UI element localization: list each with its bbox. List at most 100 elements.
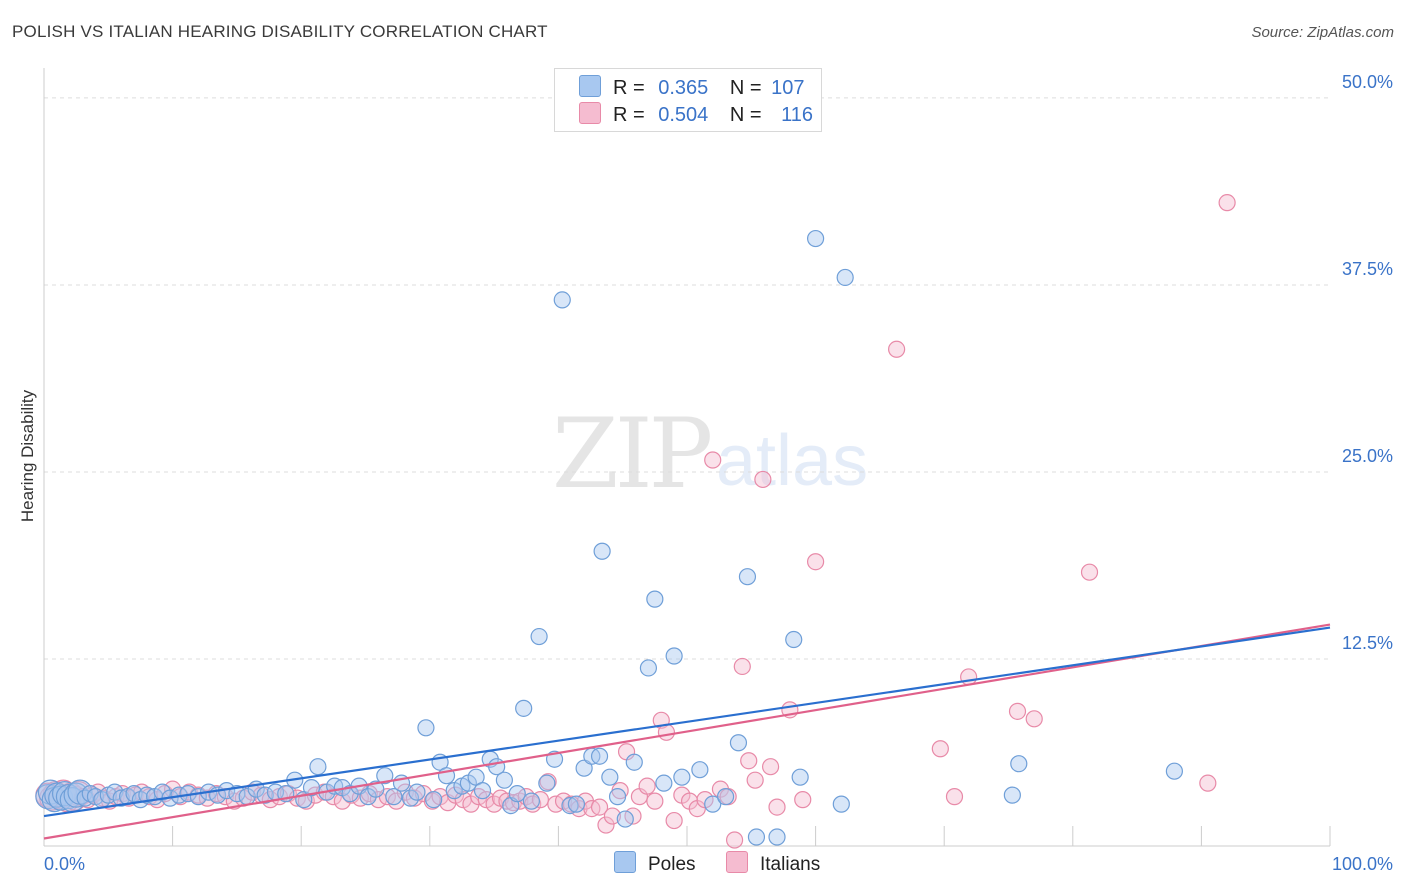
italians-r-value: 0.504 (658, 104, 709, 126)
poles-trend-line (43, 626, 1331, 818)
poles-point (832, 795, 850, 813)
legend-row-italians: R = 0.504 N = 116 (579, 102, 813, 126)
correlation-legend: R = 0.365 N = 107 R = 0.504 N = 116 (554, 68, 822, 132)
poles-point (1165, 762, 1183, 780)
poles-point (768, 828, 786, 846)
watermark-atlas: atlas (716, 421, 869, 501)
italians-point (806, 553, 825, 571)
poles-point (646, 590, 664, 608)
italians-point (603, 807, 622, 825)
y-axis-title: Hearing Disability (18, 389, 37, 522)
poles-point (747, 828, 766, 846)
poles-point (425, 791, 443, 809)
r-label: R = (613, 104, 645, 126)
grid-lines (44, 97, 1330, 660)
italians-point (931, 740, 949, 758)
y-tick-label: 50.0% (1342, 72, 1393, 92)
italians-point (1080, 563, 1099, 581)
poles-point (309, 758, 327, 776)
poles-point (665, 647, 683, 665)
poles-point (385, 788, 403, 806)
italians-n-value: 116 (781, 104, 814, 126)
series-poles (35, 229, 1183, 846)
italians-point (733, 657, 751, 676)
watermark-zip: ZIP (552, 398, 713, 510)
y-tick-label: 25.0% (1342, 446, 1393, 466)
r-label: R = (613, 77, 645, 99)
poles-point (639, 659, 658, 677)
poles-point (495, 771, 513, 789)
italians-legend-label: Italians (760, 854, 821, 875)
poles-point (417, 719, 435, 737)
trend-lines (43, 623, 1331, 840)
italians-point (1218, 194, 1236, 212)
legend-row-poles: R = 0.365 N = 107 (579, 75, 805, 99)
y-tick-label: 37.5% (1342, 259, 1393, 279)
poles-point (553, 291, 571, 309)
italians-trend-line (43, 623, 1331, 840)
poles-point (515, 699, 533, 717)
y-tick-label: 12.5% (1342, 633, 1393, 653)
n-label: N = (729, 77, 762, 99)
bottom-legend-poles: Poles (614, 851, 696, 876)
poles-point (738, 568, 757, 586)
poles-point (302, 779, 321, 797)
italians-point (665, 811, 683, 830)
poles-point (1003, 786, 1021, 804)
n-label: N = (729, 104, 762, 126)
italians-point (740, 752, 758, 770)
poles-point (522, 792, 540, 810)
poles-point (616, 810, 634, 828)
poles-legend-swatch (614, 851, 636, 873)
poles-point (112, 789, 130, 807)
italians-point (1025, 710, 1043, 728)
poles-point (1010, 755, 1028, 773)
poles-point (691, 761, 709, 779)
series-italians (35, 194, 1236, 849)
poles-point (367, 780, 385, 798)
poles-point (473, 782, 492, 800)
poles-r-value: 0.365 (658, 77, 709, 99)
poles-point (401, 789, 420, 807)
poles-point (590, 747, 609, 765)
poles-point (376, 767, 394, 785)
poles-point (601, 768, 619, 786)
italians-point (704, 451, 722, 469)
x-tick-label-min: 0.0% (44, 854, 85, 874)
poles-point (673, 768, 691, 786)
bottom-legend-italians: Italians (726, 851, 820, 876)
italians-point (387, 792, 405, 810)
poles-n-value: 107 (771, 77, 805, 99)
poles-point (530, 627, 548, 646)
poles-point (508, 785, 526, 803)
italians-point (746, 771, 764, 789)
italians-point (1008, 702, 1027, 720)
poles-legend-label: Poles (648, 854, 696, 875)
chart-title: POLISH VS ITALIAN HEARING DISABILITY COR… (12, 22, 548, 41)
italians-point (590, 798, 609, 816)
italians-swatch (579, 102, 601, 124)
italians-point (485, 795, 503, 813)
poles-point (625, 753, 643, 771)
italians-point (960, 668, 978, 686)
italians-point (754, 470, 772, 489)
poles-swatch (579, 75, 601, 97)
italians-point (888, 340, 906, 358)
poles-point (729, 734, 748, 752)
poles-point (35, 784, 61, 810)
poles-point (791, 768, 809, 786)
italians-point (768, 798, 786, 816)
italians-point (597, 816, 615, 834)
poles-point (785, 630, 803, 649)
poles-point (716, 788, 735, 806)
x-tick-label-max: 100.0% (1332, 854, 1393, 874)
poles-point (125, 785, 143, 803)
italians-point (638, 777, 656, 795)
poles-point (704, 795, 722, 813)
poles-point (256, 786, 274, 804)
poles-point (608, 788, 627, 806)
poles-point (228, 785, 246, 803)
italians-point (725, 831, 744, 849)
poles-point (593, 542, 611, 560)
